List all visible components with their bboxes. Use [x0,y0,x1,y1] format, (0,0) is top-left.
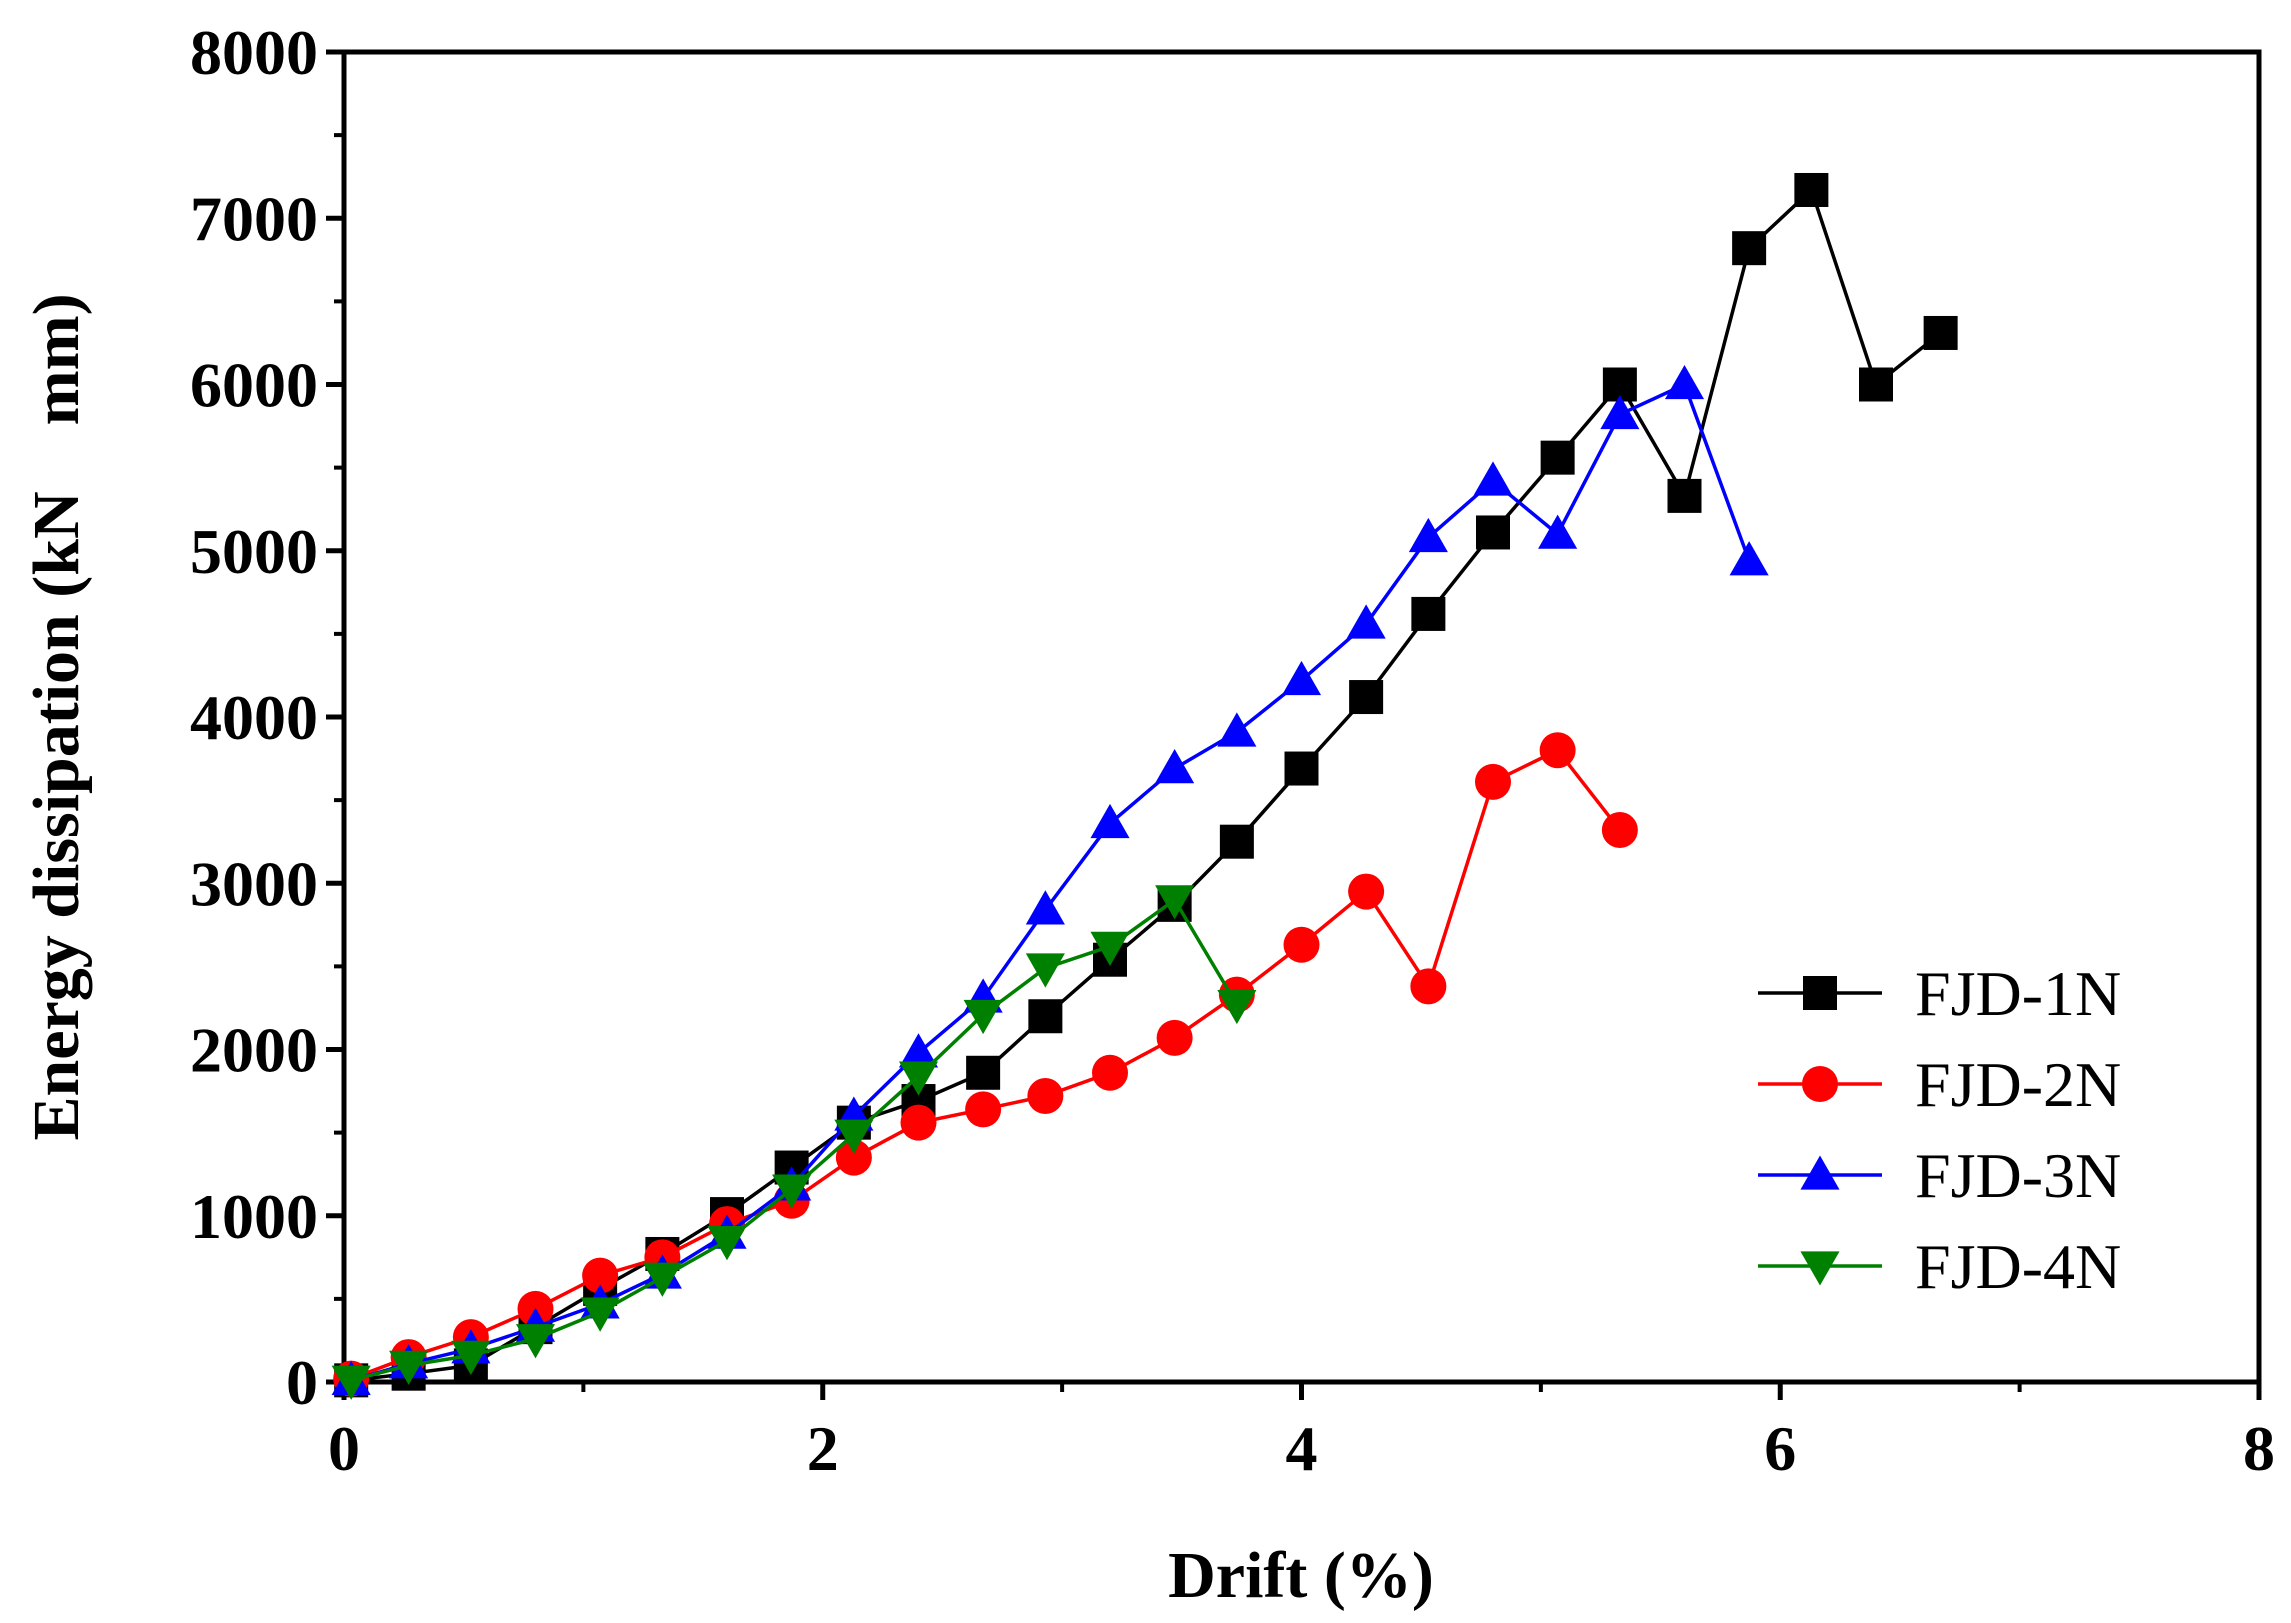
data-point-fjd-1n [1349,680,1384,715]
x-tick-label: 8 [2243,1413,2275,1484]
x-tick-label: 0 [328,1413,360,1484]
data-point-fjd-3n [1538,514,1578,549]
y-axis-title: Energy dissipation (kN mm) [20,293,93,1140]
data-point-fjd-2n [1027,1078,1064,1115]
legend-label: FJD-3N [1915,1140,2121,1211]
data-point-fjd-2n [900,1104,937,1141]
data-point-fjd-1n [1028,999,1063,1034]
data-point-fjd-2n [582,1257,619,1294]
data-point-fjd-1n [1411,596,1446,631]
x-tick-label: 2 [807,1413,839,1484]
data-point-fjd-4n [451,1340,491,1375]
data-point-fjd-3n [1025,890,1065,925]
data-point-fjd-4n [898,1061,939,1096]
y-tick-label: 4000 [190,682,318,753]
y-tick-label: 0 [286,1347,318,1418]
legend-marker [1803,976,1837,1010]
legend-item-fjd-4n: FJD-4N [1758,1231,2121,1302]
legend-marker [1800,1155,1840,1190]
data-point-fjd-3n [1346,604,1386,639]
legend-label: FJD-4N [1915,1231,2121,1302]
data-point-fjd-3n [1155,748,1195,784]
data-point-fjd-1n [1794,172,1829,207]
data-point-fjd-4n [515,1324,556,1359]
data-point-fjd-2n [1156,1019,1193,1056]
data-point-fjd-4n [1025,953,1065,988]
data-point-fjd-3n [898,1033,939,1068]
data-point-fjd-4n [331,1365,371,1400]
data-point-fjd-3n [1281,660,1322,696]
data-point-fjd-2n [965,1091,1002,1128]
data-point-fjd-3n [1600,394,1640,430]
data-point-fjd-1n [1859,367,1893,402]
data-point-fjd-4n [1155,885,1195,920]
data-point-fjd-2n [1539,732,1576,769]
y-tick-label: 6000 [190,350,318,421]
y-tick-label: 2000 [190,1015,318,1086]
data-point-fjd-4n [834,1119,874,1154]
legend-marker [1802,1066,1838,1102]
data-point-fjd-4n [1217,989,1257,1025]
data-point-fjd-3n [1217,712,1257,747]
y-tick-label: 7000 [190,183,318,254]
data-point-fjd-4n [580,1297,620,1332]
data-point-fjd-3n [1664,364,1705,400]
data-point-fjd-4n [963,999,1003,1035]
data-point-fjd-3n [1729,541,1769,576]
y-tick-label: 1000 [190,1181,318,1252]
data-point-fjd-1n [1667,478,1702,513]
data-point-fjd-3n [1473,461,1513,496]
data-point-fjd-2n [1475,763,1511,800]
y-tick-label: 3000 [190,848,318,919]
data-point-fjd-1n [966,1055,1001,1090]
series-fjd-2n [333,732,1638,1397]
series-layer [331,172,1958,1400]
legend-marker [1800,1251,1840,1286]
data-point-fjd-1n [1476,515,1510,550]
legend-item-fjd-2n: FJD-2N [1758,1049,2121,1120]
data-point-fjd-1n [1732,231,1767,266]
data-point-fjd-4n [1090,931,1130,966]
data-point-fjd-4n [772,1174,812,1209]
x-tick-label: 6 [1764,1413,1796,1484]
x-axis-ticks: 0 2 4 6 8 [328,1382,2275,1484]
data-point-fjd-3n [1408,517,1448,553]
data-point-fjd-4n [642,1262,682,1297]
data-point-fjd-2n [1092,1054,1128,1091]
y-tick-label: 5000 [190,516,318,587]
data-point-fjd-1n [1219,824,1254,859]
plot-area [341,49,2262,1385]
data-point-fjd-2n [1283,926,1320,963]
data-point-fjd-1n [1540,440,1575,475]
y-axis-ticks: 0 1000 2000 3000 4000 5000 6000 7000 8000 [190,17,344,1418]
y-tick-label: 8000 [190,17,318,88]
data-point-fjd-1n [1923,315,1958,350]
data-point-fjd-1n [1284,751,1319,786]
legend-label: FJD-2N [1915,1049,2121,1120]
data-point-fjd-3n [1090,803,1130,839]
data-point-fjd-4n [707,1226,747,1261]
data-point-fjd-2n [1410,968,1447,1005]
data-point-fjd-2n [835,1139,872,1176]
legend-item-fjd-1n: FJD-1N [1758,958,2121,1029]
data-point-fjd-2n [1601,812,1638,849]
legend-label: FJD-1N [1915,958,2121,1029]
legend-item-fjd-3n: FJD-3N [1758,1140,2121,1211]
legend: FJD-1N FJD-2N FJD-3N FJD-4N [1758,958,2121,1302]
data-point-fjd-4n [389,1350,429,1385]
x-tick-label: 4 [1286,1413,1318,1484]
series-fjd-4n [331,885,1257,1400]
data-point-fjd-2n [1348,873,1385,910]
x-axis-title: Drift (%) [1168,1539,1434,1612]
